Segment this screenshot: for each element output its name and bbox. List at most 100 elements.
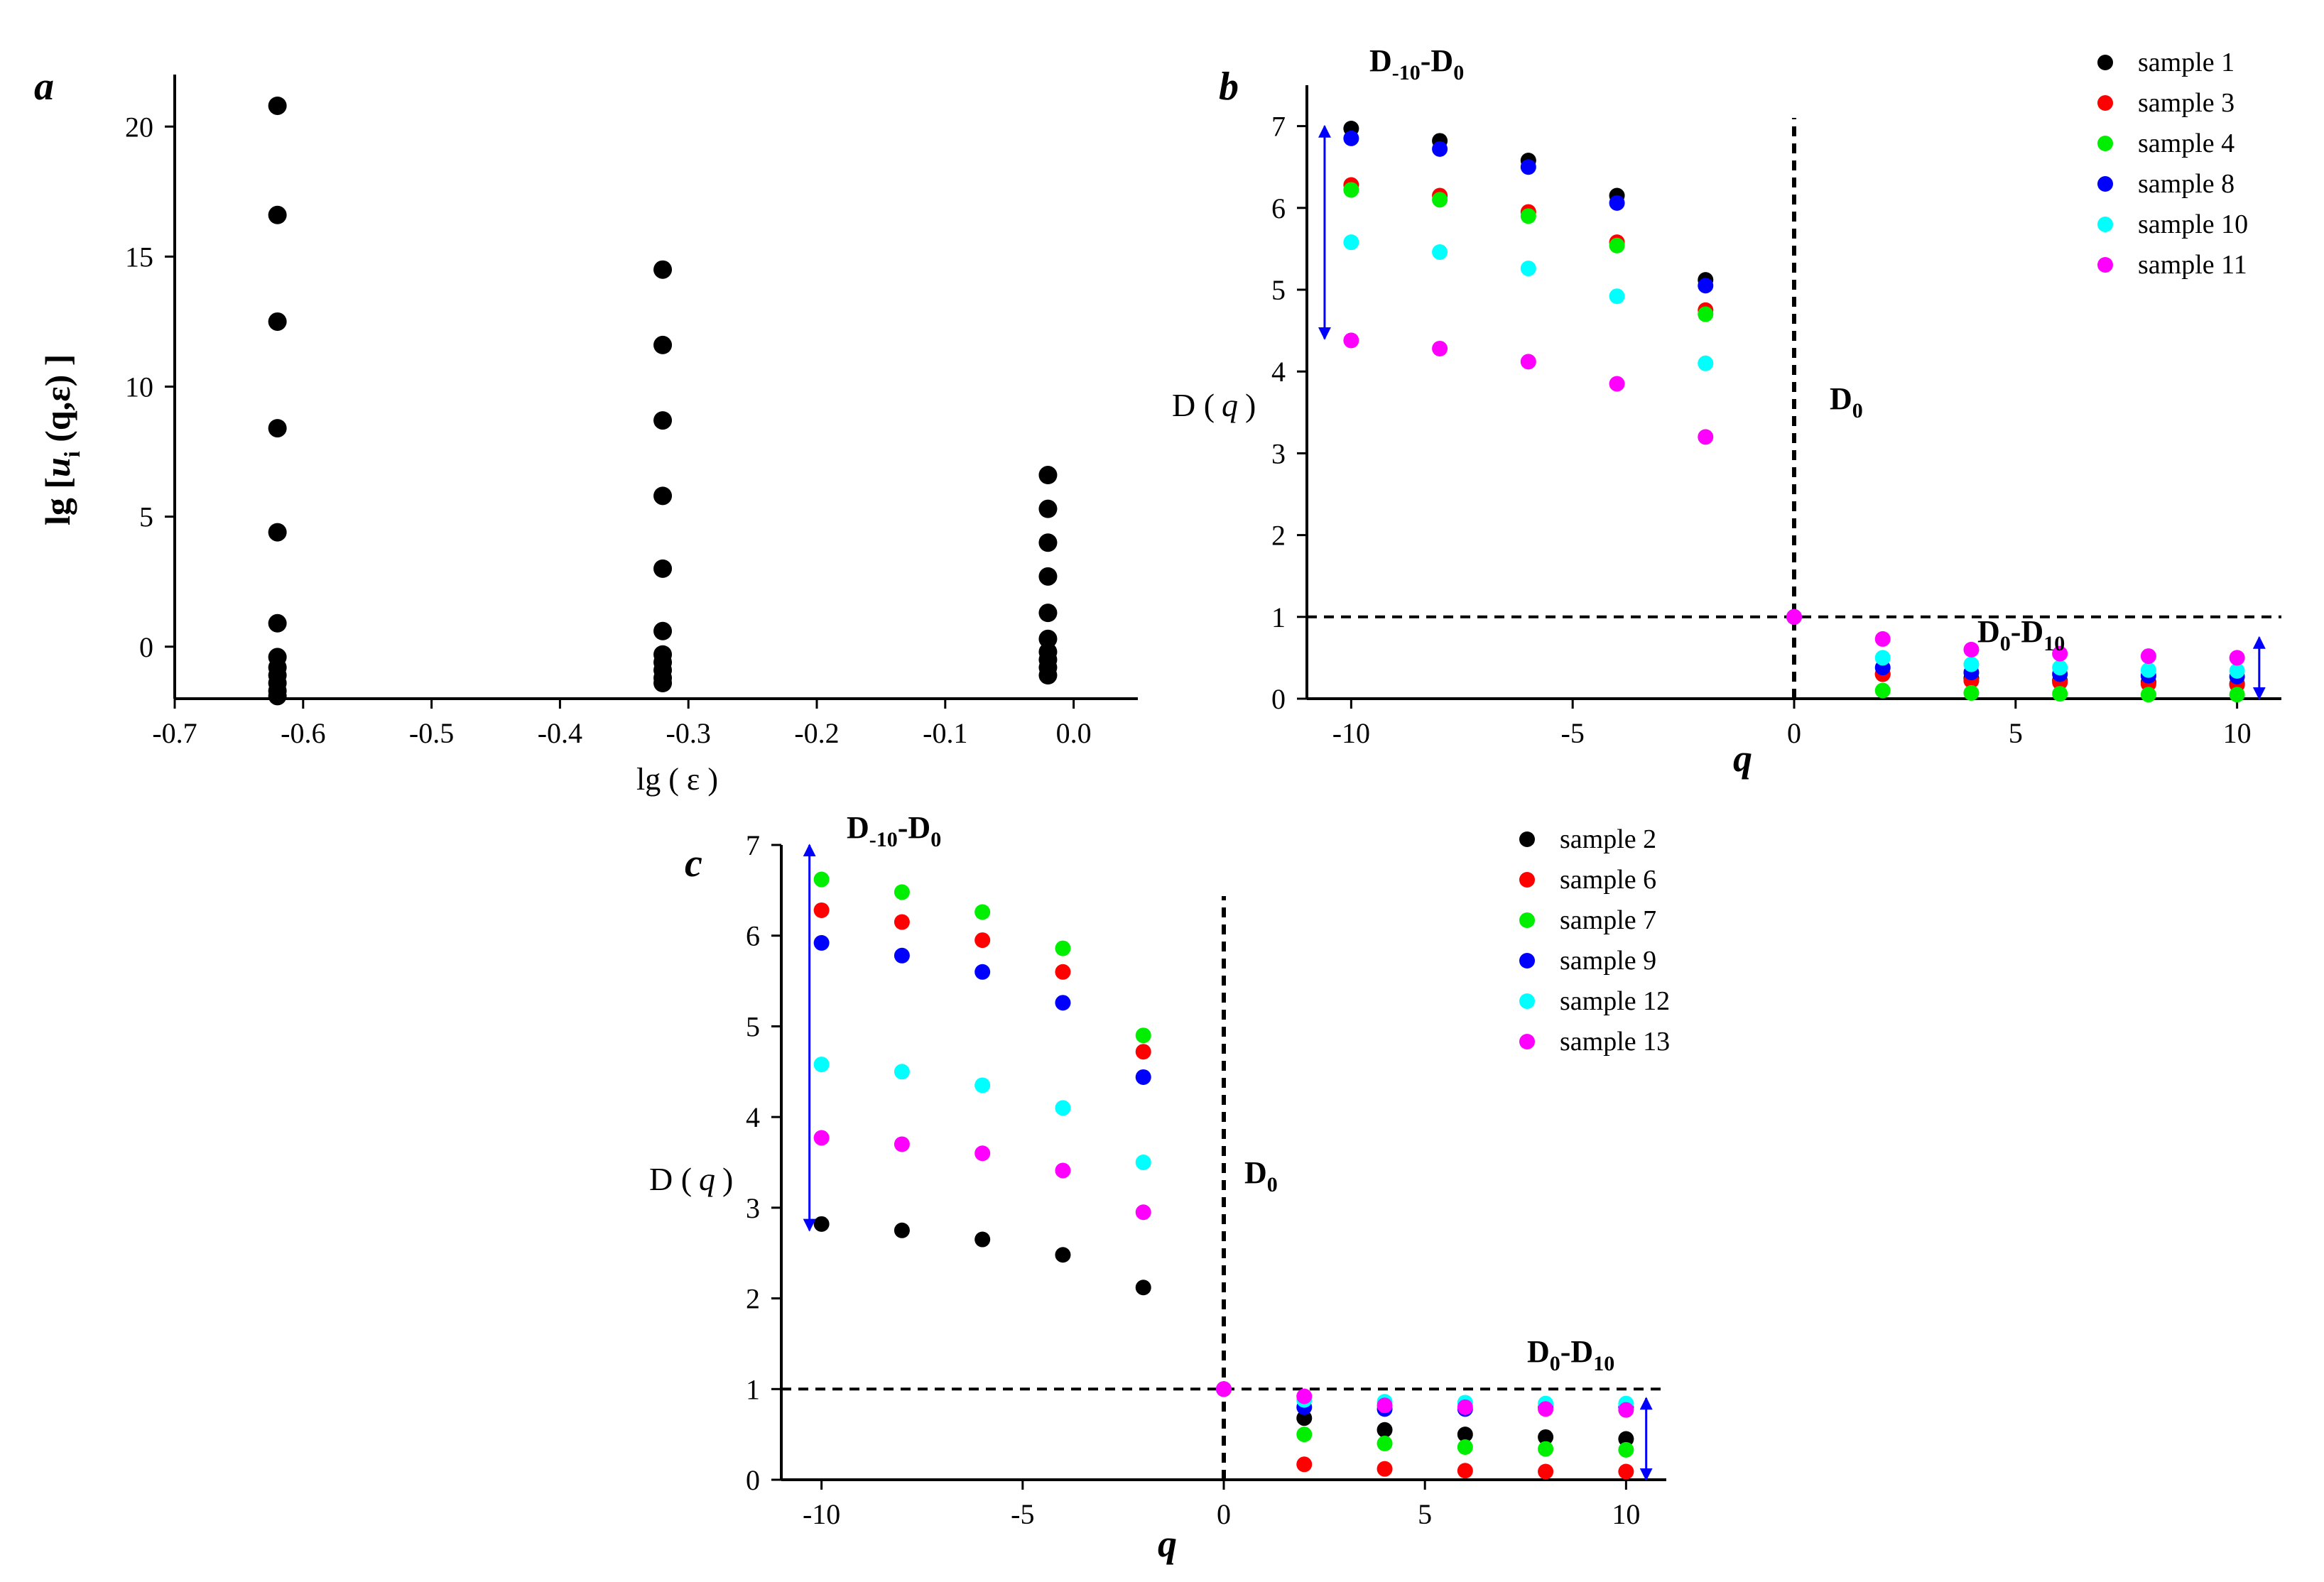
panel-c-legend-marker (1519, 831, 1535, 847)
panel-c-point (1055, 995, 1071, 1011)
panel-c-point (894, 884, 910, 900)
panel-c-point (1296, 1388, 1313, 1404)
panel-b-point (1963, 684, 1980, 701)
panel-a-point (1038, 629, 1058, 648)
panel-c-y-tick-label: 5 (746, 1010, 760, 1042)
panel-c-point (894, 914, 910, 930)
panel-a-label: a (34, 65, 54, 109)
panel-a-y-tick-label: 15 (125, 241, 153, 273)
panel-b-y-tick-label: 0 (1271, 683, 1286, 715)
panel-b-legend-marker (2097, 176, 2113, 192)
panel-a-x-tick-label: -0.4 (538, 717, 582, 749)
panel-c-point (1538, 1401, 1554, 1417)
panel-b-point (2140, 648, 2156, 665)
panel-b-point (2140, 662, 2156, 678)
panel-a-point (1038, 666, 1058, 685)
panel-c-point (1538, 1429, 1554, 1445)
panel-b-legend-label: sample 1 (2138, 48, 2235, 77)
panel-c-point (1618, 1402, 1634, 1418)
panel-c-point (894, 1064, 910, 1080)
panel-b-point (2229, 687, 2245, 703)
panel-a-point (1038, 567, 1058, 586)
panel-b-point (1609, 288, 1625, 305)
panel-c-point (894, 947, 910, 964)
panel-c-point (813, 1057, 830, 1073)
panel-c-point (1216, 1381, 1232, 1397)
panel-c-point (1055, 1247, 1071, 1263)
panel-b-point (1786, 609, 1802, 625)
panel-b-y-tick-label: 5 (1271, 274, 1286, 306)
panel-a-x-tick-label: 0.0 (1056, 717, 1092, 749)
panel-c-annot-d0: D0 (1244, 1155, 1278, 1196)
panel-c-point (1457, 1463, 1473, 1479)
panel-a-point (268, 419, 287, 438)
panel-b-x-tick-label: -10 (1332, 717, 1370, 749)
panel-b-point (2052, 660, 2068, 676)
panel-c-legend-label: sample 13 (1560, 1027, 1670, 1057)
panel-b-legend-label: sample 3 (2138, 88, 2235, 118)
panel-c-legend-marker (1519, 912, 1535, 928)
panel-c-point (1296, 1426, 1313, 1443)
panel-b-point (2229, 662, 2245, 679)
panel-b-point (2052, 686, 2068, 702)
panel-b-y-tick-label: 4 (1271, 356, 1286, 388)
panel-b-legend-marker (2097, 55, 2113, 70)
panel-b-point (1520, 159, 1536, 175)
panel-b-label: b (1219, 65, 1239, 109)
panel-a-point (268, 96, 287, 115)
panel-b-point (1432, 244, 1448, 261)
panel-c-point (1538, 1463, 1554, 1480)
panel-a-x-tick-label: -0.2 (794, 717, 839, 749)
panel-b-point (1432, 192, 1448, 208)
panel-c-point (1135, 1027, 1151, 1044)
panel-b-point (1698, 355, 1714, 371)
panel-c-y-tick-label: 7 (746, 829, 760, 861)
panel-b-point (1343, 234, 1359, 251)
panel-c-legend-label: sample 6 (1560, 865, 1656, 895)
panel-c-point (1377, 1397, 1393, 1414)
panel-b-legend-label: sample 8 (2138, 169, 2235, 199)
panel-c-annot-d0-d10: D0-D10 (1527, 1334, 1614, 1375)
panel-b-point (1874, 682, 1891, 699)
panel-c-point (1135, 1044, 1151, 1060)
panel-b-point (1520, 261, 1536, 277)
panel-a-point (268, 613, 287, 633)
panel-c-point (1055, 940, 1071, 956)
panel-c-x-tick-label: -5 (1011, 1498, 1034, 1530)
panel-c-point (1457, 1426, 1473, 1443)
panel-c-point (1377, 1461, 1393, 1477)
panel-b-y-title: D (q) (1172, 387, 1256, 423)
panel-c-point (813, 1216, 830, 1232)
panel-c-point (894, 1222, 910, 1238)
panel-c-x-tick-label: 0 (1217, 1498, 1231, 1530)
panel-a-y-title: lg [ui (q,ε) ] (38, 354, 85, 525)
panel-c-point (974, 1231, 991, 1248)
panel-b-point (1874, 650, 1891, 666)
panel-a-xlabel: lg ( ε ) (636, 762, 718, 797)
panel-b-point (1609, 195, 1625, 211)
panel-b-legend-label: sample 11 (2138, 250, 2247, 280)
panel-b-point (1343, 332, 1359, 349)
panel-a-point (268, 205, 287, 224)
panel-c-point (1538, 1441, 1554, 1457)
panel-a-point (1038, 533, 1058, 552)
panel-c-point (1135, 1280, 1151, 1296)
panel-b-point (1963, 656, 1980, 672)
panel-c-point (813, 934, 830, 951)
panel-a: a -0.7 -0.6 -0.5 -0.4 -0.3 -0.2 -0.1 0.0 0 5 10 15… (34, 65, 1138, 797)
panel-b-legend: sample 1 sample 3 sample 4 sample 8 sample 1… (2097, 48, 2248, 280)
panel-c-point (894, 1136, 910, 1152)
panel-b-annot-dneg10-d0: D-10-D0 (1369, 43, 1464, 84)
panel-b-y-tick-label: 6 (1271, 192, 1286, 224)
panel-b-x-tick-label: 0 (1787, 717, 1801, 749)
panel-b-x-tick-label: 10 (2223, 717, 2252, 749)
panel-a-point (268, 523, 287, 542)
panel-b-point (1963, 641, 1980, 658)
panel-c-legend-label: sample 12 (1560, 986, 1670, 1016)
panel-a-x-tick-label: -0.1 (923, 717, 967, 749)
panel-c-point (1377, 1435, 1393, 1451)
panel-a-y-tick-label: 20 (125, 111, 153, 143)
panel-b-x-tick-label: -5 (1561, 717, 1585, 749)
panel-b-point (1520, 208, 1536, 224)
